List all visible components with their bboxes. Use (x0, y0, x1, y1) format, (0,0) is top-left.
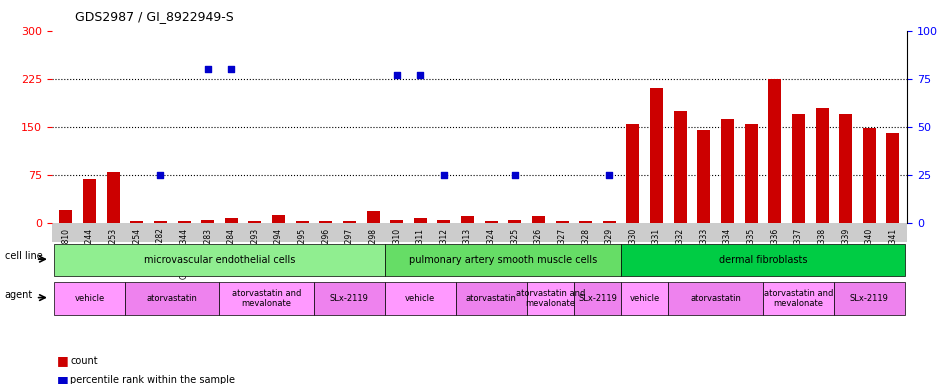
Bar (59, 210, 72, 223)
Point (602, 172, 617, 178)
Text: atorvastatin: atorvastatin (690, 294, 741, 303)
Point (531, 8, 546, 15)
Bar (768, 79, 781, 223)
Bar (579, 221, 592, 223)
Bar (697, 130, 711, 223)
Bar (248, 221, 261, 223)
Bar (791, 114, 805, 223)
Bar (863, 128, 876, 223)
Bar (556, 221, 569, 223)
Bar (603, 221, 616, 223)
Bar (367, 211, 380, 223)
Bar (106, 172, 119, 223)
Text: count: count (70, 356, 98, 366)
Text: GDS2987 / GI_8922949-S: GDS2987 / GI_8922949-S (75, 10, 234, 23)
Bar (650, 88, 663, 223)
Text: agent: agent (5, 290, 33, 300)
Bar (178, 221, 191, 223)
Bar (674, 111, 687, 223)
Text: ■: ■ (56, 354, 69, 367)
Text: cell line: cell line (5, 251, 42, 262)
Text: atorvastatin: atorvastatin (147, 294, 197, 303)
Point (436, 172, 451, 178)
Bar (83, 179, 96, 223)
Point (389, 72, 404, 78)
Bar (462, 216, 474, 223)
Text: percentile rank within the sample: percentile rank within the sample (70, 375, 236, 384)
Bar (532, 216, 545, 223)
Bar (154, 221, 167, 223)
Bar (272, 215, 285, 223)
Bar (414, 218, 427, 223)
Bar (437, 220, 450, 223)
Point (153, 172, 168, 178)
Text: microvascular endothelial cells: microvascular endothelial cells (144, 255, 295, 265)
Text: atorvastatin and
mevalonate: atorvastatin and mevalonate (232, 289, 302, 308)
Text: vehicle: vehicle (74, 294, 104, 303)
Bar (201, 220, 214, 223)
Bar (509, 220, 522, 223)
Bar (131, 221, 143, 223)
Text: atorvastatin and
mevalonate: atorvastatin and mevalonate (516, 289, 585, 308)
Text: SLx-2119: SLx-2119 (850, 294, 888, 303)
Point (200, 66, 215, 72)
Text: atorvastatin and
mevalonate: atorvastatin and mevalonate (763, 289, 833, 308)
Text: pulmonary artery smooth muscle cells: pulmonary artery smooth muscle cells (409, 255, 597, 265)
Bar (744, 124, 758, 223)
Text: SLx-2119: SLx-2119 (330, 294, 368, 303)
Bar (343, 221, 356, 223)
Point (413, 72, 428, 78)
Bar (390, 220, 403, 223)
Bar (626, 124, 639, 223)
Text: ■: ■ (56, 374, 69, 384)
Text: SLx-2119: SLx-2119 (578, 294, 617, 303)
Point (224, 66, 239, 72)
Bar (296, 221, 308, 223)
Bar (485, 221, 497, 223)
Text: vehicle: vehicle (630, 294, 660, 303)
Point (508, 172, 523, 178)
Bar (320, 221, 333, 223)
Text: vehicle: vehicle (405, 294, 435, 303)
Bar (721, 119, 734, 223)
Bar (886, 133, 900, 223)
Bar (225, 218, 238, 223)
Text: atorvastatin: atorvastatin (466, 294, 517, 303)
Text: dermal fibroblasts: dermal fibroblasts (719, 255, 807, 265)
Bar (816, 108, 828, 223)
Bar (839, 114, 853, 223)
